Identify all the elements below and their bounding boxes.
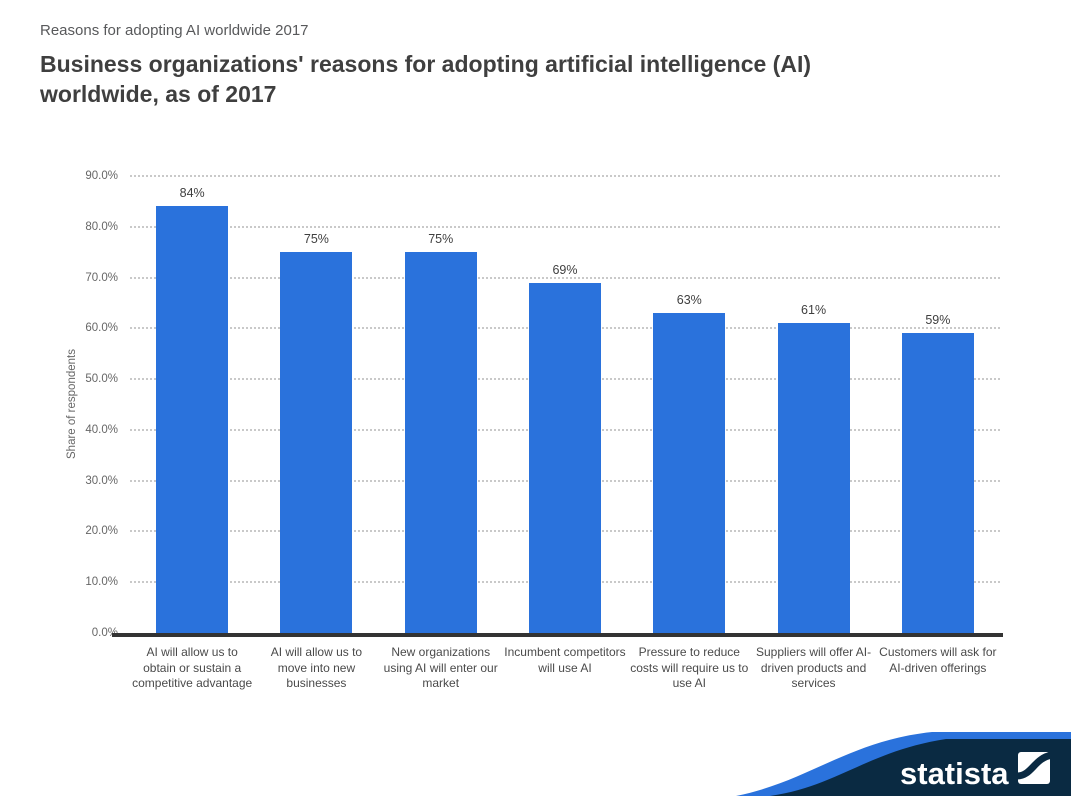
bar [280,252,353,633]
gridline [130,276,1000,279]
y-axis-tick-label: 40.0% [85,423,118,436]
gridline [130,175,1000,177]
bar [404,252,477,633]
statista-logo-mark-curve [1016,751,1053,780]
x-axis-line [112,633,1003,637]
bar-column: 75% New organizations using AI will enter… [379,176,503,690]
y-axis-tick-label: 20.0% [85,525,118,538]
bar-value-label: 61% [801,303,827,318]
y-axis-tick-label: 0.0% [91,627,118,639]
bar-value-label: 75% [303,232,329,247]
y-axis-tick-label: 30.0% [85,474,118,487]
y-axis-tick-label: 10.0% [85,576,118,589]
x-category-label: Suppliers will offer AI- driven products… [755,645,872,691]
bar [156,206,229,633]
bar [777,323,850,633]
plot-area: 0.0% 10.0% 20.0% 30.0% 40.0% 50.0% 60.0% 70.0% 8… [85,170,1003,690]
x-category-label: New organizations using AI will enter ou… [383,645,498,691]
bar-value-label: 75% [428,232,454,247]
bar-value-label: 63% [676,293,702,308]
bar [528,282,601,633]
x-category-label: AI will allow us to obtain or sustain a … [132,645,253,691]
x-category-label: AI will allow us to move into new busine… [270,645,363,691]
bar [653,313,726,633]
bar-column: 84% AI will allow us to obtain or sustain… [130,176,254,690]
bar-value-label: 59% [925,313,951,328]
x-category-label: Pressure to reduce costs will require us… [630,645,749,691]
bar [901,333,974,633]
chart-header: Reasons for adopting AI worldwide 2017 B… [40,22,940,110]
y-axis-tick-label: 50.0% [85,373,118,386]
y-axis-tick-label: 60.0% [85,322,118,335]
chart-subtitle: Reasons for adopting AI worldwide 2017 [40,22,309,39]
y-axis-label: Share of respondents [66,349,78,459]
chart-title: Business organizations' reasons for adop… [40,51,811,108]
y-axis-tick-label: 70.0% [85,271,118,284]
x-category-label: Customers will ask for AI-driven offerin… [879,645,997,675]
bar-column: 69% Incumbent competitors will use AI [503,176,627,675]
x-category-label: Incumbent competitors will use AI [504,645,626,675]
bar-value-label: 69% [552,262,578,277]
bar-column: 61% Suppliers will offer AI- driven produ… [751,176,875,690]
statista-logo: statista [736,732,1071,796]
bar-column: 59% Customers will ask for AI-driven offe… [876,176,1000,674]
bar-value-label: 84% [179,186,205,201]
y-axis-tick-label: 90.0% [85,170,118,182]
statista-wordmark: statista [900,756,1009,791]
gridline [130,225,1000,228]
y-axis-tick-label: 80.0% [85,220,118,233]
bar-column: 75% AI will allow us to move into new bus… [254,176,378,690]
bar-column: 63% Pressure to reduce costs will require… [627,176,751,690]
logo-wave-navy [770,739,1071,796]
